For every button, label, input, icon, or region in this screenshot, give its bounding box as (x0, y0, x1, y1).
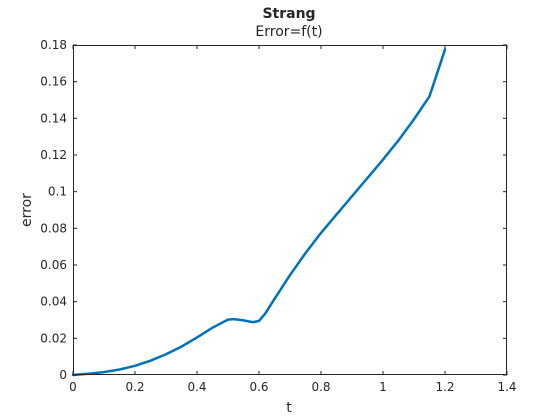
x-tick-label: 1 (379, 380, 387, 394)
plot-area (73, 45, 507, 375)
x-tick-label: 1.2 (435, 380, 454, 394)
y-tick-label: 0.12 (40, 148, 67, 162)
x-tick-label: 1.4 (497, 380, 516, 394)
x-tick-label: 0.4 (187, 380, 206, 394)
y-tick-label: 0.08 (40, 221, 67, 235)
y-tick-label: 0.14 (40, 111, 67, 125)
y-axis-label: error (19, 193, 35, 227)
y-tick-label: 0.06 (40, 258, 67, 272)
y-tick-label: 0.04 (40, 295, 67, 309)
x-tick-label: 0.2 (125, 380, 144, 394)
x-tick-label: 0.8 (311, 380, 330, 394)
x-axis-label: t (286, 400, 292, 416)
chart-subtitle: Error=f(t) (255, 24, 322, 40)
y-tick-label: 0.1 (48, 185, 67, 199)
y-tick-label: 0.18 (40, 38, 67, 52)
axes-box (73, 45, 507, 375)
y-tick-label: 0.02 (40, 331, 67, 345)
y-tick-label: 0 (59, 368, 67, 382)
series-line-0 (71, 48, 447, 377)
x-tick-label: 0 (69, 380, 77, 394)
y-tick-label: 0.16 (40, 75, 67, 89)
chart-title: Strang (262, 6, 315, 22)
x-tick-label: 0.6 (249, 380, 268, 394)
